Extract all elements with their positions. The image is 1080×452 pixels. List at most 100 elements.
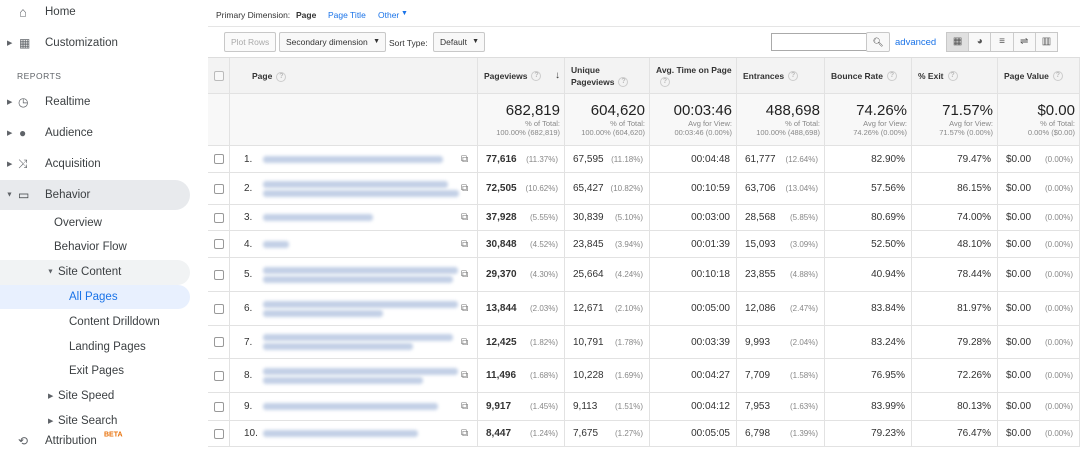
checkbox[interactable]: [213, 269, 224, 280]
caret: ▼: [6, 191, 13, 199]
performance-view[interactable]: ≡: [991, 33, 1014, 51]
nav-item[interactable]: Site Content: [58, 266, 122, 278]
dimension-option-active[interactable]: Page: [296, 10, 317, 20]
checkbox[interactable]: [213, 370, 224, 381]
row-index: 4.: [244, 238, 253, 250]
metric-percent: (0.00%): [1044, 213, 1073, 222]
data-cell: 79.28%: [912, 326, 998, 359]
search-input[interactable]: [771, 33, 867, 51]
blurred-page-path[interactable]: [263, 239, 289, 250]
total-detail: 100.00% (682,819): [496, 128, 560, 137]
metric-value: 7,709: [745, 370, 771, 381]
nav-item[interactable]: Landing Pages: [69, 341, 146, 353]
nav-item[interactable]: Site Speed: [58, 390, 115, 402]
total-caption: Avg for View:: [863, 119, 907, 128]
copy-icon[interactable]: ⧉: [461, 153, 469, 165]
blurred-page-path[interactable]: [263, 401, 438, 412]
sort-type-button[interactable]: Default ▼: [433, 32, 485, 52]
checkbox[interactable]: [213, 212, 224, 223]
copy-icon[interactable]: ⧉: [461, 401, 469, 412]
blurred-page-path[interactable]: [263, 265, 458, 285]
copy-icon[interactable]: ⧉: [461, 238, 469, 250]
dimension-option[interactable]: Page Title: [328, 10, 366, 20]
page-cell: 10. ⧉: [230, 421, 478, 447]
checkbox[interactable]: [213, 183, 224, 194]
data-cell: 79.47%: [912, 146, 998, 173]
column-header[interactable]: Unique Pageviews: [571, 64, 615, 87]
checkbox[interactable]: [213, 401, 224, 412]
nav-item-selected[interactable]: All Pages: [69, 291, 118, 303]
pie-view[interactable]: ◕: [969, 33, 992, 51]
metric-percent: (2.04%): [789, 337, 818, 347]
column-header[interactable]: Entrances: [743, 70, 785, 81]
blurred-page-path[interactable]: [263, 366, 458, 386]
row-index: 8.: [244, 370, 253, 381]
nav-item[interactable]: Acquisition: [45, 158, 101, 170]
advanced-link[interactable]: advanced: [895, 37, 937, 48]
column-header[interactable]: Bounce Rate: [831, 70, 883, 81]
metric-percent: (4.30%): [529, 270, 558, 279]
copy-icon[interactable]: ⧉: [461, 336, 469, 348]
data-cell: 63,706 (13.04%): [737, 173, 825, 205]
pivot-view[interactable]: ▥: [1041, 36, 1052, 47]
blurred-page-path[interactable]: [263, 428, 418, 439]
blur-line: [263, 189, 459, 197]
nav-item[interactable]: Home: [45, 6, 76, 18]
dimension-option[interactable]: Other: [378, 10, 400, 20]
nav-item[interactable]: Attribution: [45, 435, 97, 447]
checkbox[interactable]: [213, 303, 224, 314]
nav-item[interactable]: Behavior: [45, 189, 91, 201]
blurred-page-path[interactable]: [263, 212, 373, 223]
row-cell: [208, 205, 230, 231]
data-cell: 15,093 (3.09%): [737, 231, 825, 258]
metric-value: 52.50%: [871, 238, 905, 250]
nav-item[interactable]: Exit Pages: [69, 365, 124, 377]
secondary-dimension-button[interactable]: Secondary dimension ▼: [279, 32, 386, 52]
nav-item[interactable]: Customization: [45, 37, 118, 49]
nav-item[interactable]: Content Drilldown: [69, 316, 160, 328]
checkbox[interactable]: [213, 337, 224, 347]
data-cell: 7,675 (1.27%): [565, 421, 650, 447]
table-view[interactable]: ▦: [947, 33, 970, 51]
checkbox[interactable]: [213, 239, 224, 249]
metric-value: 00:01:39: [691, 238, 730, 250]
copy-icon[interactable]: ⧉: [461, 428, 469, 439]
column-header[interactable]: % Exit: [918, 70, 944, 81]
row-cell: [208, 231, 230, 258]
data-cell: 00:05:00: [650, 292, 737, 326]
blurred-page-path[interactable]: [263, 299, 458, 319]
copy-icon[interactable]: ⧉: [461, 370, 469, 381]
data-cell: 7,709 (1.58%): [737, 359, 825, 393]
blurred-page-path[interactable]: [263, 332, 453, 352]
metric-value: 30,839: [573, 212, 604, 223]
metric-value: $0.00: [1006, 303, 1032, 314]
header-cell: Page Value?: [998, 58, 1080, 94]
checkbox[interactable]: [213, 428, 224, 439]
nav-item[interactable]: Audience: [45, 127, 93, 139]
copy-icon[interactable]: ⧉: [461, 303, 469, 314]
copy-icon[interactable]: ⧉: [461, 269, 469, 280]
data-cell: 30,848 (4.52%): [478, 231, 565, 258]
column-header[interactable]: Pageviews: [484, 70, 528, 81]
nav-item[interactable]: Overview: [54, 217, 102, 229]
column-header[interactable]: Page: [252, 71, 273, 81]
column-header[interactable]: Page Value: [1004, 70, 1049, 81]
plot-rows-button[interactable]: Plot Rows: [224, 32, 277, 52]
attribution-icon: ⟲: [18, 434, 29, 448]
copy-icon[interactable]: ⧉: [461, 212, 469, 223]
metric-percent: (4.88%): [789, 270, 818, 279]
checkbox[interactable]: [213, 70, 224, 81]
checkbox[interactable]: [213, 154, 224, 164]
nav-item[interactable]: Site Search: [58, 415, 118, 427]
data-cell: $0.00 (0.00%): [998, 292, 1080, 326]
column-header[interactable]: Avg. Time on Page: [656, 64, 732, 75]
copy-icon[interactable]: ⧉: [461, 183, 469, 194]
nav-item[interactable]: Behavior Flow: [54, 241, 127, 253]
blurred-page-path[interactable]: [263, 154, 443, 165]
comparison-view[interactable]: ⇌: [1014, 33, 1036, 51]
nav-item[interactable]: Realtime: [45, 96, 91, 108]
metric-value: 79.23%: [871, 428, 905, 439]
search-button[interactable]: 🔍︎: [866, 32, 890, 52]
blurred-page-path[interactable]: [263, 179, 459, 199]
data-cell: 00:03:39: [650, 326, 737, 359]
